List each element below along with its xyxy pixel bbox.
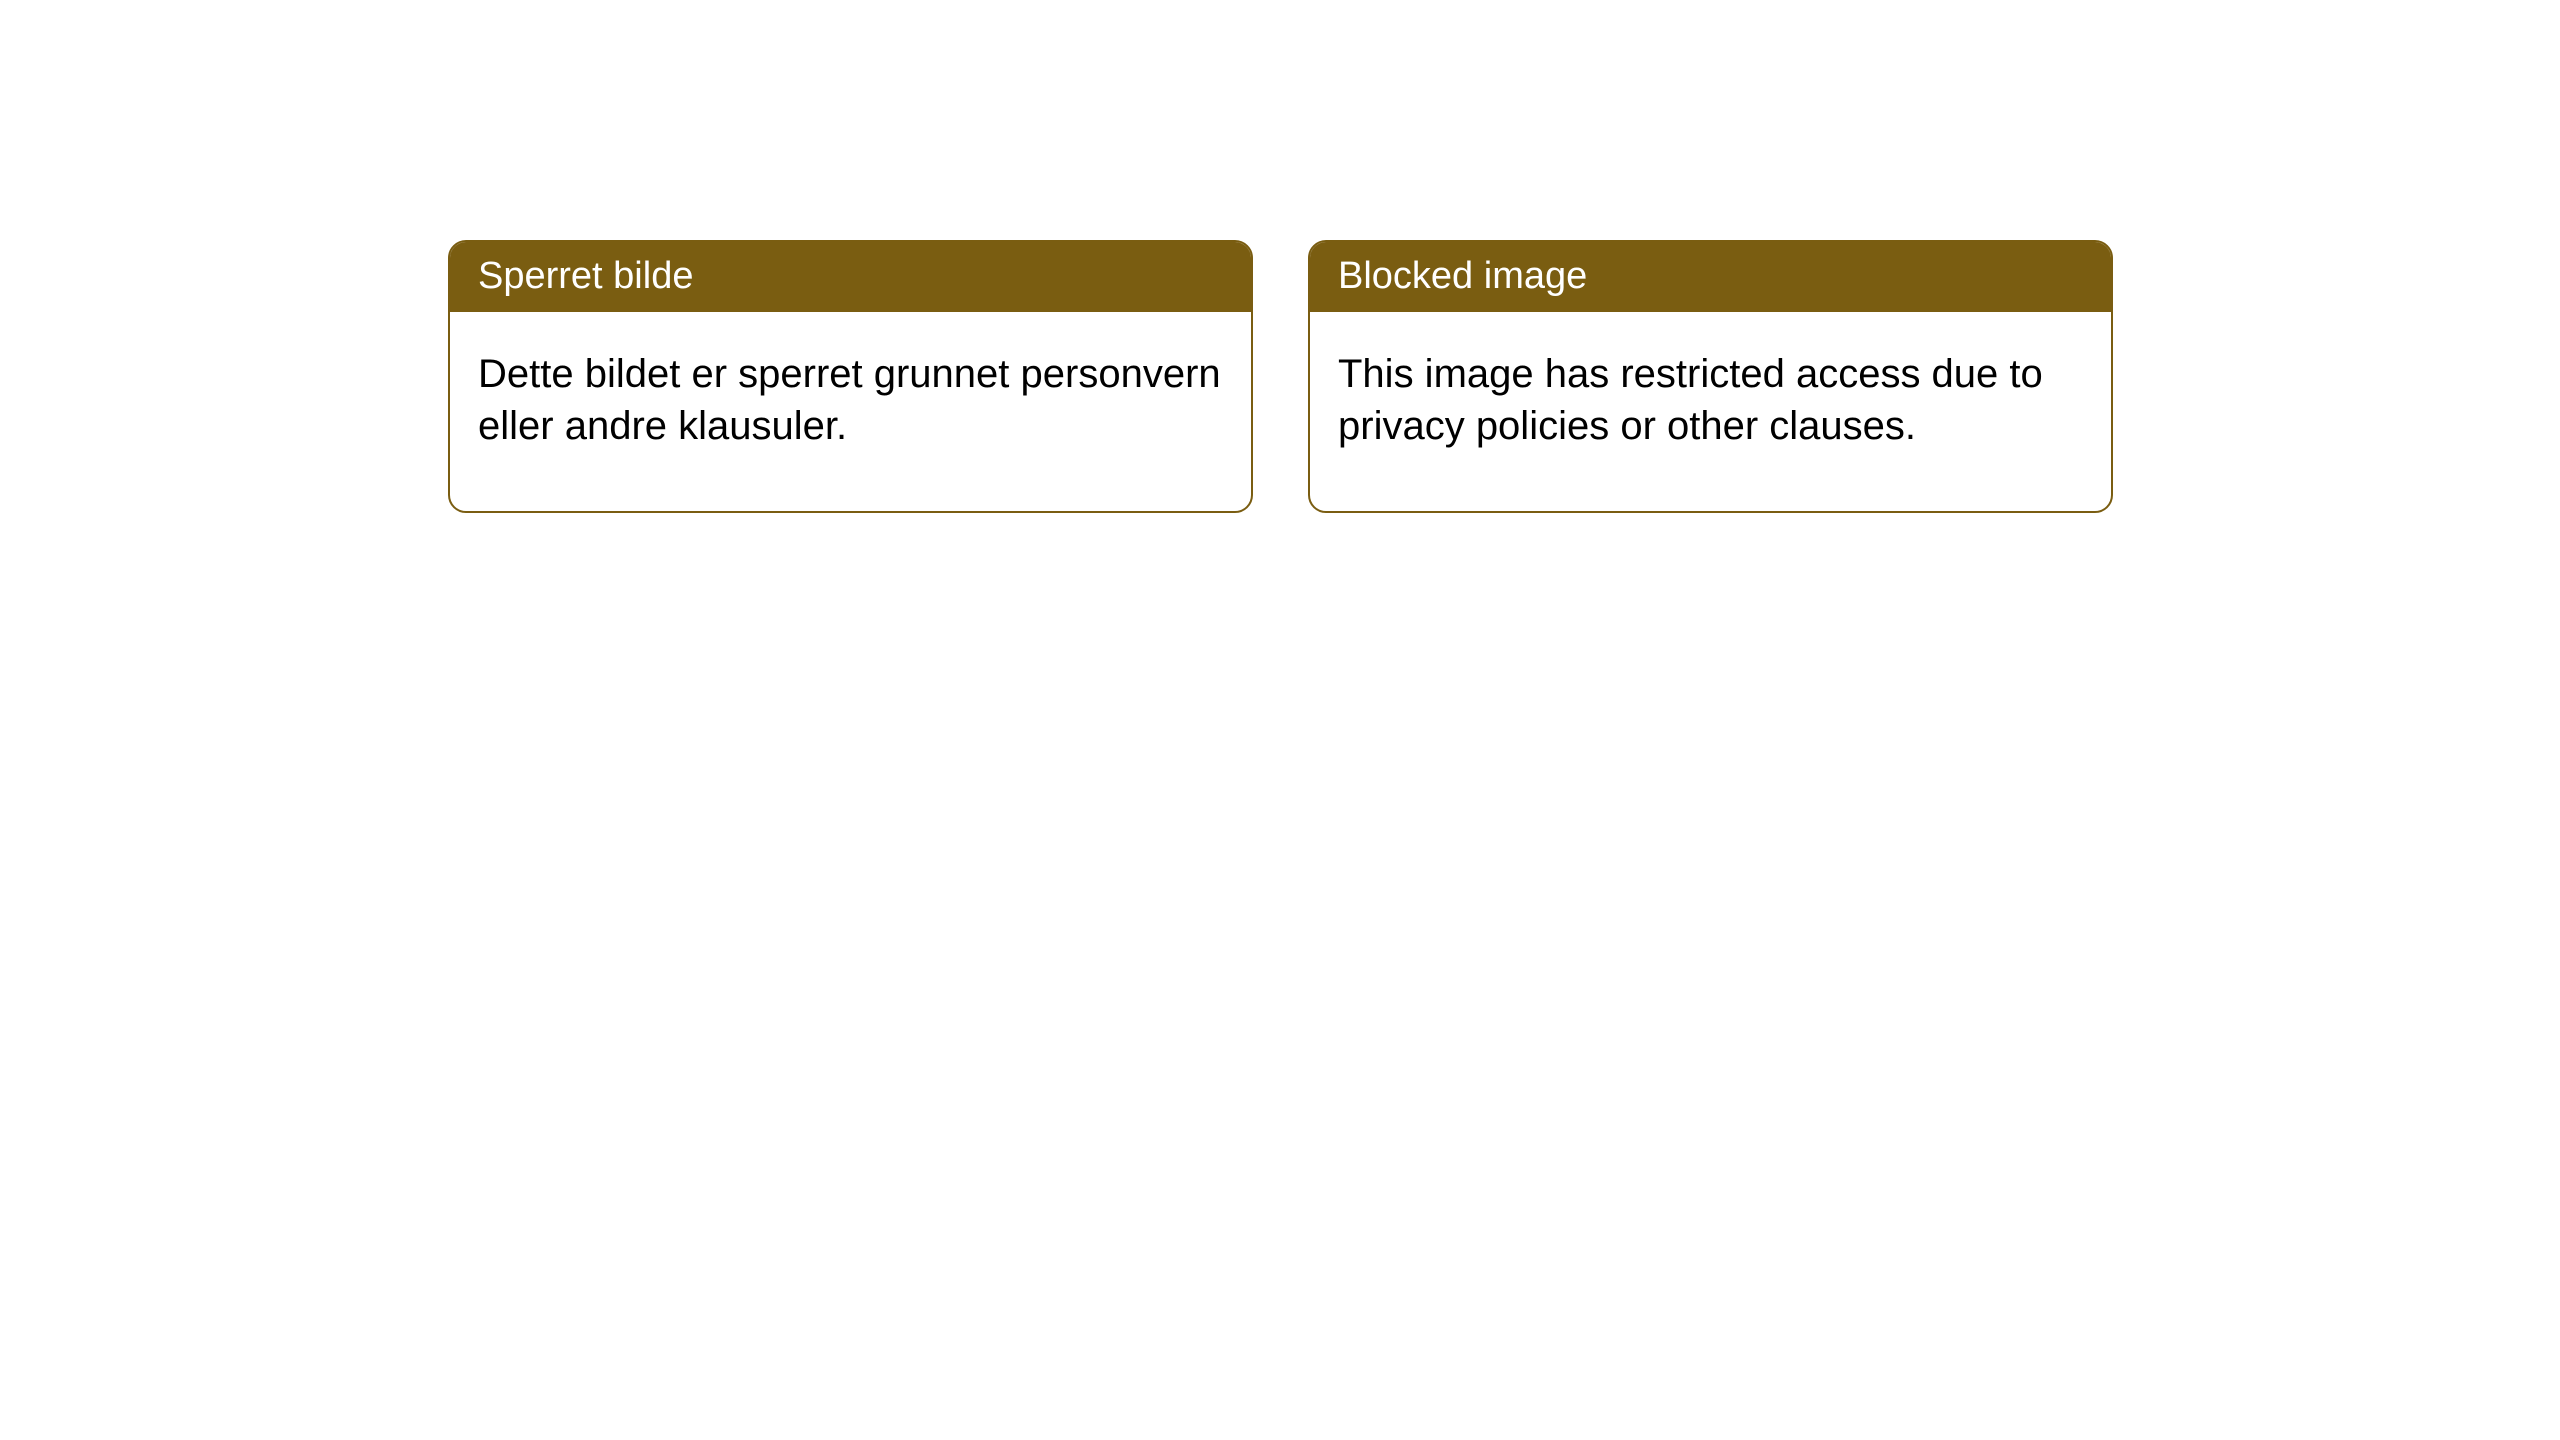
- notice-card-norwegian: Sperret bilde Dette bildet er sperret gr…: [448, 240, 1253, 513]
- card-header-norwegian: Sperret bilde: [450, 242, 1251, 312]
- card-body-english: This image has restricted access due to …: [1310, 312, 2111, 512]
- card-body-norwegian: Dette bildet er sperret grunnet personve…: [450, 312, 1251, 512]
- notice-card-english: Blocked image This image has restricted …: [1308, 240, 2113, 513]
- card-header-english: Blocked image: [1310, 242, 2111, 312]
- notice-cards-container: Sperret bilde Dette bildet er sperret gr…: [448, 240, 2113, 513]
